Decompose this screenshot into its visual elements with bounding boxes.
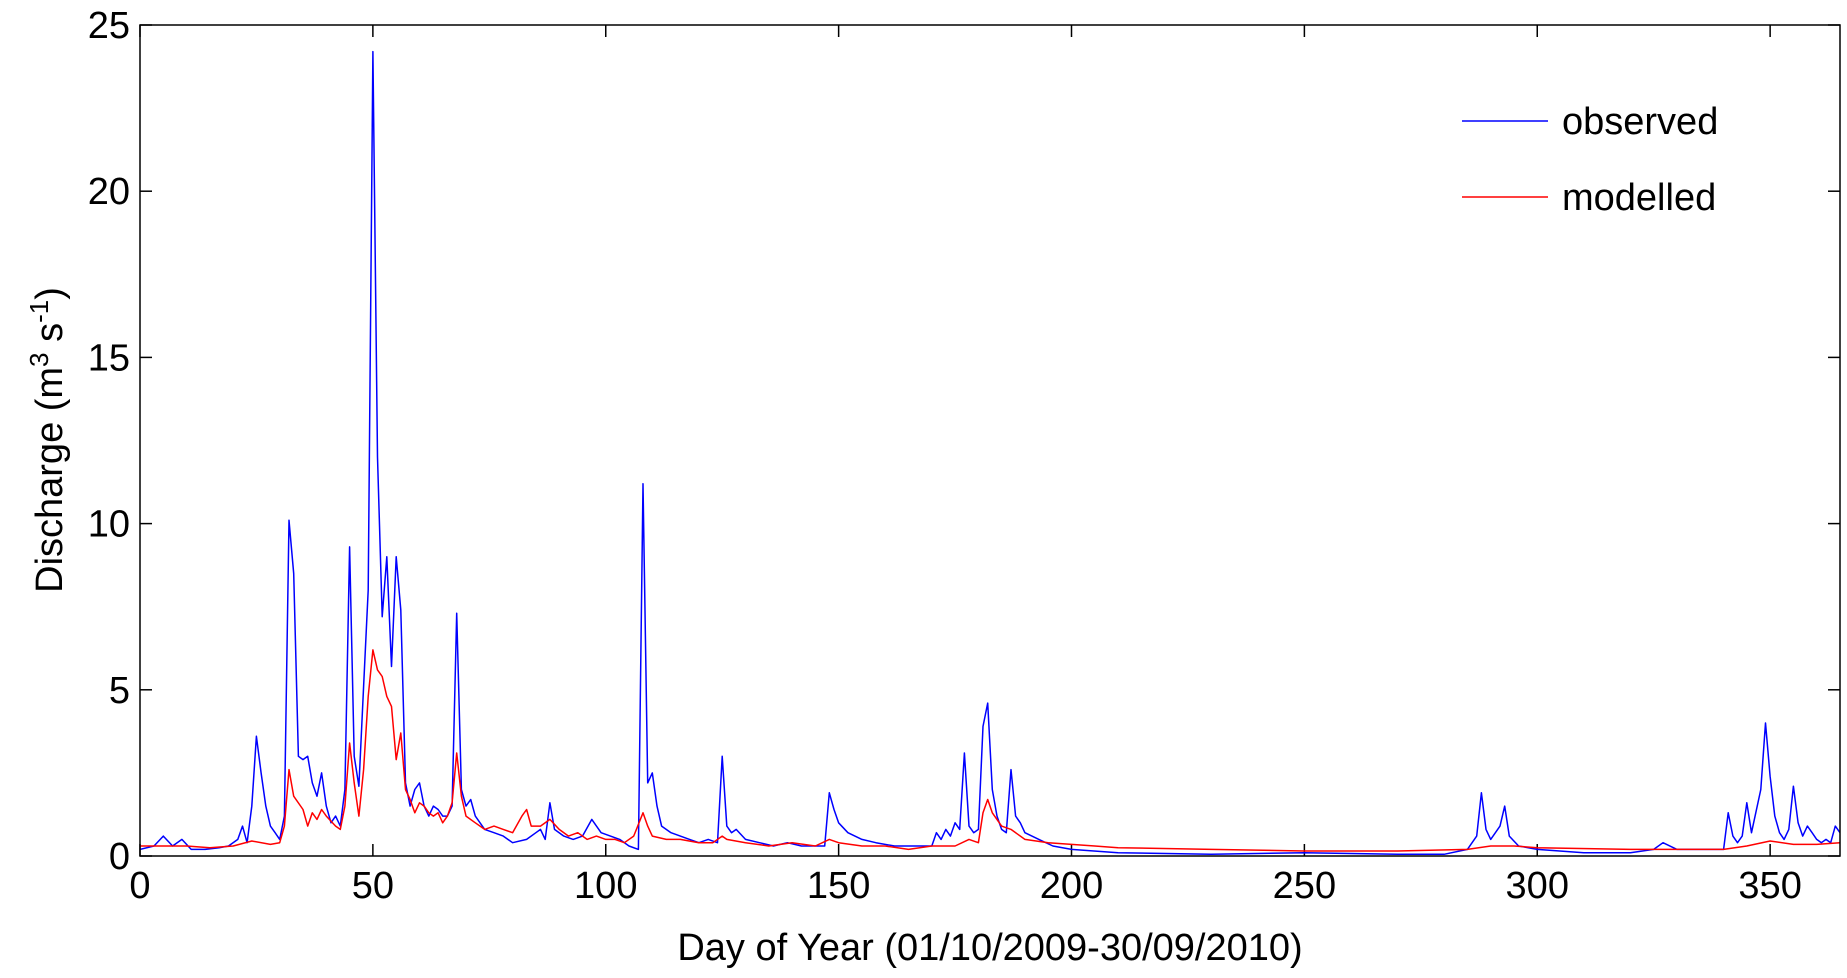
y-tick-label: 15 [88,337,130,379]
x-tick-label: 250 [1273,865,1336,907]
x-tick-label: 50 [352,865,394,907]
y-tick-label: 20 [88,171,130,213]
y-tick-label: 25 [88,5,130,47]
plot-frame [139,24,1841,857]
x-tick-label: 300 [1506,865,1569,907]
y-tick-label: 10 [88,504,130,546]
legend: observed modelled [1462,101,1718,219]
series-line-observed [140,50,1840,856]
y-tick-label: 0 [109,836,130,878]
x-tick-label: 350 [1738,865,1801,907]
x-tick-label: 100 [574,865,637,907]
x-tick-label: 200 [1040,865,1103,907]
plot-area [140,25,1840,856]
series-line-modelled [140,649,1840,852]
y-axis-title: Discharge (m3 s-1) [24,287,71,593]
x-tick-label: 150 [807,865,870,907]
legend-label-observed: observed [1562,101,1718,143]
y-tick-label: 5 [109,670,130,712]
x-axis-title: Day of Year (01/10/2009-30/09/2010) [677,927,1302,969]
legend-label-modelled: modelled [1562,177,1716,219]
x-tick-label: 0 [129,865,150,907]
